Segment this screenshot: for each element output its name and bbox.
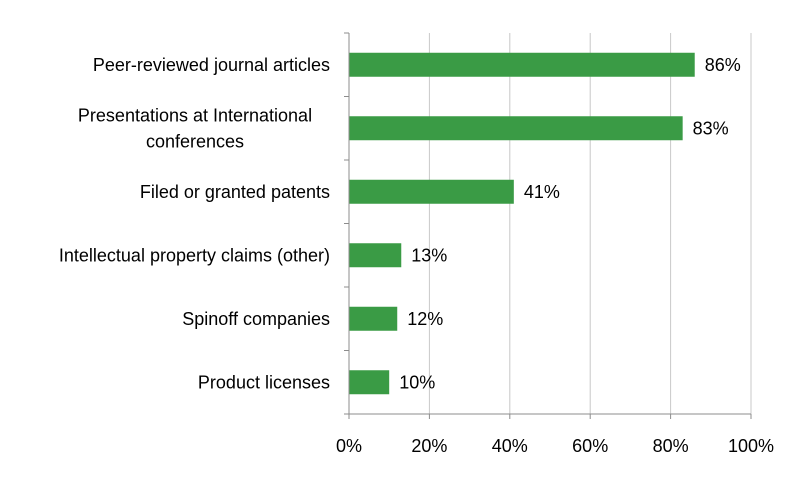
bar-1 — [349, 52, 695, 77]
bar-2 — [349, 116, 683, 141]
data-label-1: 86% — [705, 55, 741, 75]
x-tick-label-60: 60% — [572, 436, 608, 456]
x-tick-label-100: 100% — [728, 436, 774, 456]
bar-4 — [349, 243, 402, 268]
data-label-3: 41% — [524, 182, 560, 202]
x-tick-label-40: 40% — [492, 436, 528, 456]
category-label-4: Intellectual property claims (other) — [59, 245, 330, 265]
x-tick-label-0: 0% — [336, 436, 362, 456]
category-label-1: Peer-reviewed journal articles — [93, 55, 330, 75]
data-label-4: 13% — [411, 245, 447, 265]
gridlines — [428, 33, 752, 414]
x-tick-label-20: 20% — [411, 436, 447, 456]
bar-6 — [349, 370, 390, 395]
x-tick-label-80: 80% — [653, 436, 689, 456]
category-label-3: Filed or granted patents — [140, 182, 330, 202]
bar-5 — [349, 306, 398, 331]
category-label-5: Spinoff companies — [182, 309, 330, 329]
data-label-6: 10% — [399, 372, 435, 392]
labels: 86% Peer-reviewed journal articles 83% Pres… — [59, 55, 774, 456]
bar-3 — [349, 179, 514, 204]
data-label-5: 12% — [407, 309, 443, 329]
category-label-2: Presentations at International conference… — [78, 105, 312, 151]
data-label-2: 83% — [693, 118, 729, 138]
category-label-6: Product licenses — [198, 372, 330, 392]
bars — [349, 52, 695, 395]
axes — [344, 32, 752, 419]
